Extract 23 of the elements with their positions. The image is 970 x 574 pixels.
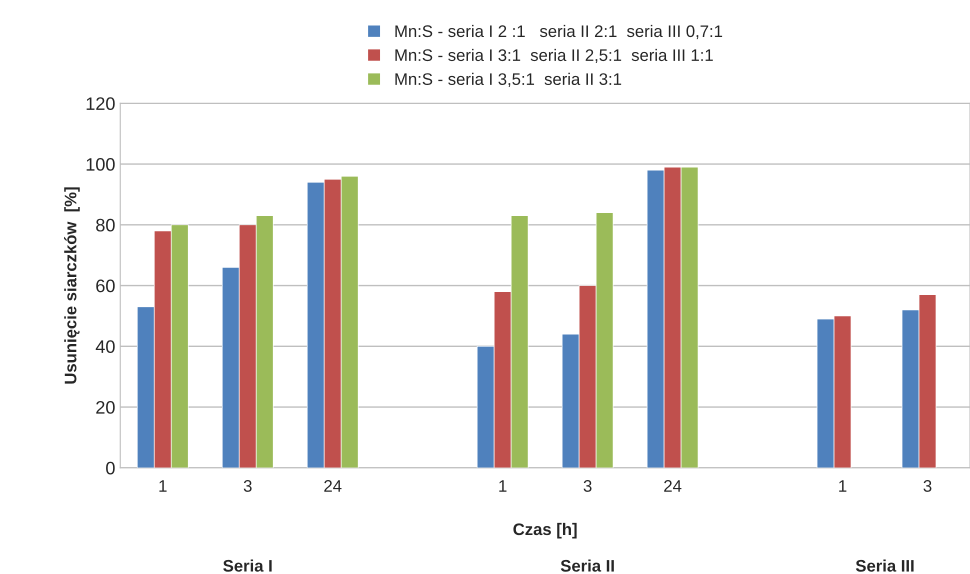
legend-label: Mn:S - seria I 2 :1 seria II 2:1 seria III 0,7:1 bbox=[395, 24, 722, 40]
x-axis-title: Czas [h] bbox=[513, 522, 577, 538]
y-tick-label: 40 bbox=[96, 340, 115, 354]
x-tick-label: 1 bbox=[839, 480, 846, 492]
x-tick-label: 24 bbox=[664, 480, 682, 492]
y-tick-label: 120 bbox=[86, 97, 115, 110]
x-tick-label: 1 bbox=[159, 480, 167, 492]
y-tick-label: 100 bbox=[86, 158, 115, 171]
y-tick-label: 60 bbox=[96, 280, 115, 292]
x-tick-label: 3 bbox=[924, 480, 932, 492]
y-tick-label: 0 bbox=[106, 462, 115, 475]
y-tick-label: 80 bbox=[96, 218, 115, 232]
legend-label: Mn:S - seria I 3:1 seria II 2,5:1 seria III 1:1 bbox=[395, 48, 713, 64]
x-tick-label: 3 bbox=[244, 480, 252, 492]
x-tick-label: 3 bbox=[584, 480, 592, 492]
text: Seria II bbox=[560, 559, 614, 572]
x-tick-label: 24 bbox=[324, 480, 342, 492]
x-tick-label: 1 bbox=[499, 480, 506, 492]
legend-label: Mn:S - seria I 3,5:1 seria II 3:1 bbox=[395, 72, 622, 87]
text: Seria I bbox=[223, 559, 272, 572]
y-tick-label: 20 bbox=[96, 400, 115, 414]
y-axis-title: Usunięcie siarczków [%] bbox=[64, 187, 80, 384]
text: Seria III bbox=[856, 559, 914, 572]
